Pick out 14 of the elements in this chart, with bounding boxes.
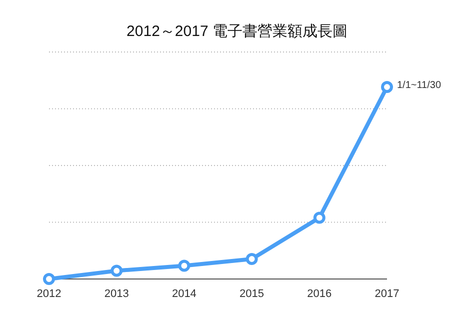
point <box>43 273 55 285</box>
x-tick-label: 2016 <box>307 288 332 300</box>
point <box>246 253 258 266</box>
x-tick-label: 2012 <box>36 288 62 300</box>
point <box>110 264 123 277</box>
annotation: 1/1~11/30 <box>397 80 442 91</box>
x-tick-label: 2013 <box>104 288 129 300</box>
point <box>313 212 326 224</box>
x-tick-label: 2015 <box>240 288 264 300</box>
x-tick-label: 2017 <box>374 288 400 300</box>
point <box>178 260 190 272</box>
x-tick-label: 2014 <box>172 288 196 300</box>
chart-title: 2012～2017 電子書營業額成長圖 <box>126 23 348 40</box>
point <box>381 81 393 93</box>
